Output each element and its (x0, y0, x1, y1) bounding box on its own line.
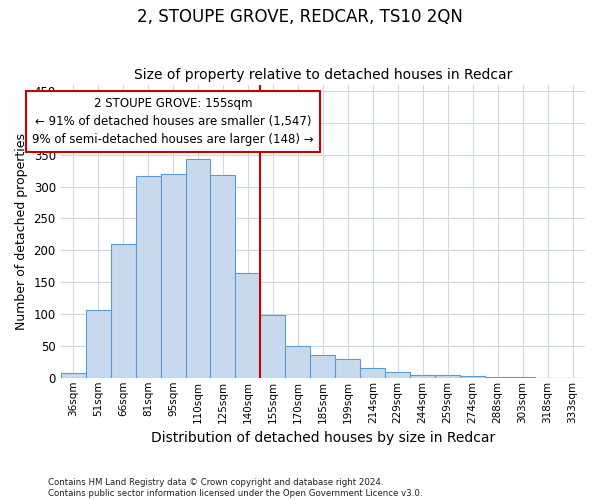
Bar (235, 272, 260, 378)
Bar (61, 374, 86, 378)
Bar (310, 355, 335, 378)
Bar (410, 375, 435, 378)
Bar (385, 372, 410, 378)
Text: 2 STOUPE GROVE: 155sqm
← 91% of detached houses are smaller (1,547)
9% of semi-d: 2 STOUPE GROVE: 155sqm ← 91% of detached… (32, 98, 314, 146)
Text: 2, STOUPE GROVE, REDCAR, TS10 2QN: 2, STOUPE GROVE, REDCAR, TS10 2QN (137, 8, 463, 26)
Bar (335, 358, 360, 378)
Title: Size of property relative to detached houses in Redcar: Size of property relative to detached ho… (134, 68, 512, 82)
Bar (211, 175, 235, 378)
Bar (360, 368, 385, 378)
Bar (485, 377, 510, 378)
Bar (161, 174, 185, 378)
Y-axis label: Number of detached properties: Number of detached properties (15, 132, 28, 330)
Text: Contains HM Land Registry data © Crown copyright and database right 2024.
Contai: Contains HM Land Registry data © Crown c… (48, 478, 422, 498)
Bar (460, 376, 485, 378)
Bar (435, 374, 460, 378)
Bar (185, 159, 211, 378)
X-axis label: Distribution of detached houses by size in Redcar: Distribution of detached houses by size … (151, 431, 495, 445)
Bar (510, 377, 535, 378)
Bar (260, 314, 286, 378)
Bar (110, 244, 136, 378)
Bar (86, 310, 110, 378)
Bar (286, 346, 310, 378)
Bar (136, 176, 161, 378)
